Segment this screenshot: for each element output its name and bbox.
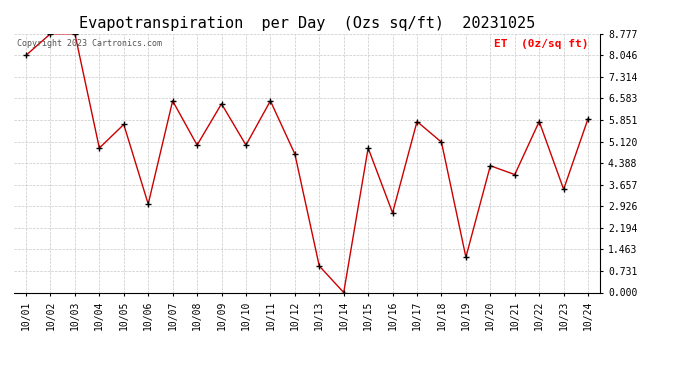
Text: Copyright 2023 Cartronics.com: Copyright 2023 Cartronics.com xyxy=(17,39,161,48)
Title: Evapotranspiration  per Day  (Ozs sq/ft)  20231025: Evapotranspiration per Day (Ozs sq/ft) 2… xyxy=(79,16,535,31)
Text: ET  (0z/sq ft): ET (0z/sq ft) xyxy=(494,39,589,49)
